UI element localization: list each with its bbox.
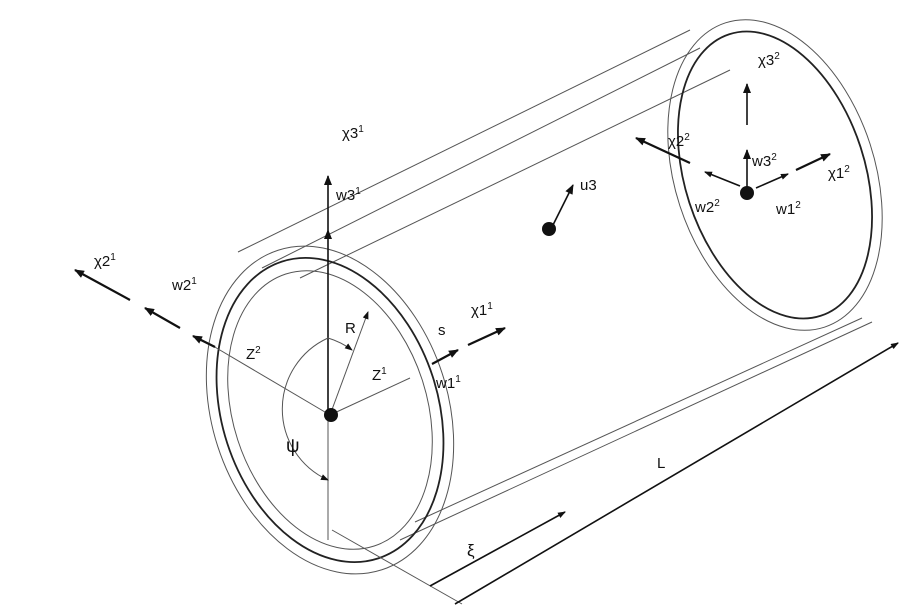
cylinder-body	[237, 29, 873, 541]
label-w1-1: w11	[435, 374, 461, 392]
label-chi2-1: χ21	[94, 252, 116, 270]
mid-point-dot	[542, 222, 556, 236]
label-r: R	[345, 320, 356, 337]
left-center-dot	[324, 408, 338, 422]
right-center-dot	[740, 186, 754, 200]
label-chi1-2: χ12	[828, 164, 850, 182]
dimension-lines	[331, 342, 899, 605]
label-w3-2: w32	[751, 152, 777, 170]
label-s: s	[438, 322, 446, 339]
label-u3: u3	[580, 177, 597, 194]
left-frame	[74, 175, 506, 540]
label-z2: Z2	[246, 345, 261, 363]
label-xi: ξ	[467, 541, 475, 560]
label-chi1-1: χ11	[471, 301, 493, 319]
label-w3-1: w31	[335, 186, 361, 204]
label-psi: ψ	[286, 436, 300, 457]
label-w2-1: w21	[171, 276, 197, 294]
label-w2-2: w22	[694, 198, 720, 216]
right-frame	[635, 83, 831, 192]
label-l: L	[657, 455, 665, 472]
label-chi2-2: χ22	[668, 132, 690, 150]
label-w1-2: w12	[775, 200, 801, 218]
left-end-rings	[205, 245, 455, 575]
label-chi3-1: χ31	[342, 124, 364, 142]
right-end-rings	[667, 19, 883, 331]
label-chi3-2: χ32	[758, 51, 780, 69]
label-z1: Z1	[372, 366, 387, 384]
